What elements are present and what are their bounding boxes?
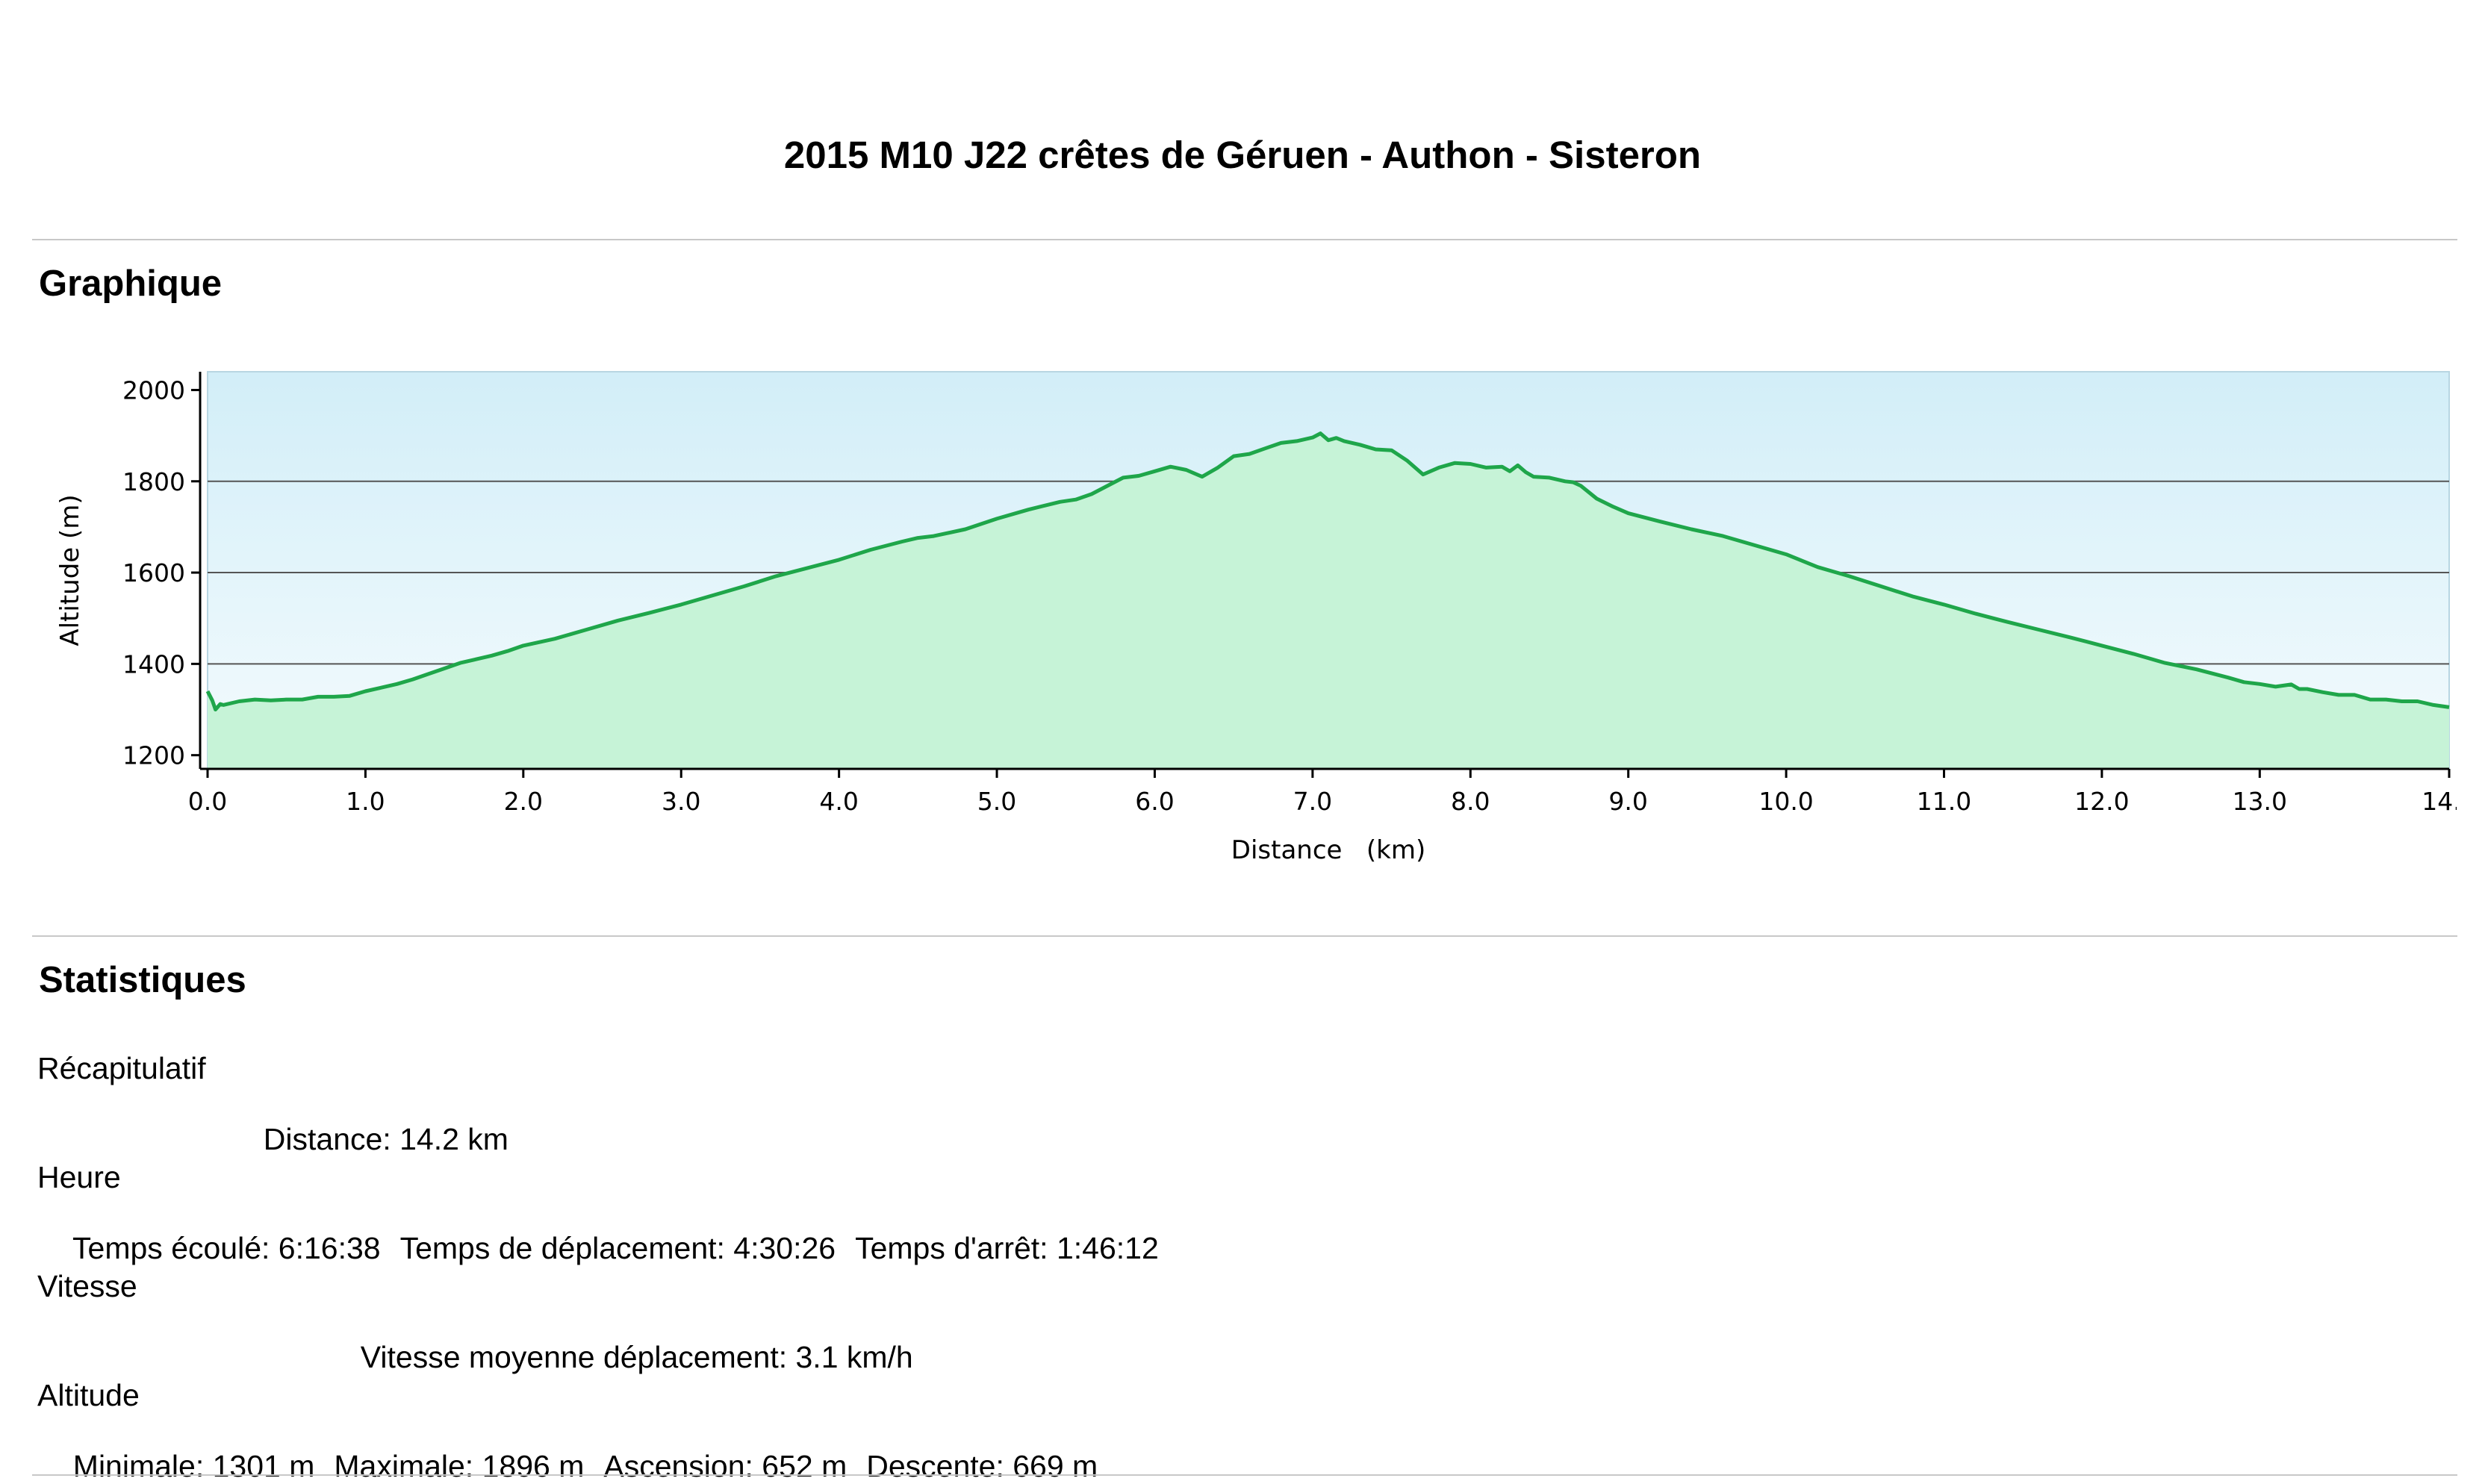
vitesse-row: Vitesse moyenne déplacement: 3.1 km/h: [343, 1305, 933, 1375]
altitude-descent: Descente: 669 m: [866, 1449, 1098, 1483]
y-tick-label: 1800: [122, 467, 185, 496]
x-tick-label: 8.0: [1451, 787, 1490, 816]
stats-heading: Statistiques: [39, 960, 246, 1000]
recap-row: Distance: 14.2 km: [246, 1087, 528, 1157]
altitude-label: Altitude: [37, 1378, 140, 1412]
x-tick-label: 14.2: [2422, 787, 2457, 816]
recap-label: Récapitulatif: [37, 1051, 206, 1085]
y-axis-label: Altitude (m): [55, 494, 85, 646]
y-tick-label: 2000: [122, 375, 185, 405]
altitude-max: Maximale: 1896 m: [334, 1449, 585, 1483]
graph-heading: Graphique: [39, 264, 223, 304]
x-tick-label: 1.0: [346, 787, 385, 816]
moving-time: Temps de déplacement: 4:30:26: [399, 1231, 836, 1265]
x-tick-label: 13.0: [2233, 787, 2287, 816]
altitude-row: Minimale: 1301 m Maximale: 1896 m Ascensio…: [56, 1414, 1117, 1484]
x-tick-label: 10.0: [1758, 787, 1813, 816]
heure-row: Temps écoulé: 6:16:38 Temps de déplacemen…: [56, 1196, 1178, 1266]
altitude-ascent: Ascension: 652 m: [603, 1449, 847, 1483]
avg-moving-speed: Vitesse moyenne déplacement: 3.1 km/h: [360, 1340, 913, 1374]
x-tick-label: 0.0: [188, 787, 227, 816]
stopped-time: Temps d'arrêt: 1:46:12: [855, 1231, 1159, 1265]
elevation-line: [205, 431, 2450, 711]
y-tick-label: 1200: [122, 741, 185, 770]
heure-label: Heure: [37, 1160, 121, 1194]
x-tick-label: 3.0: [662, 787, 700, 816]
x-tick-label: 4.0: [819, 787, 858, 816]
x-tick-label: 9.0: [1608, 787, 1647, 816]
elevation-area: [208, 433, 2449, 769]
divider: [32, 935, 2457, 937]
y-tick-label: 1400: [122, 649, 185, 679]
page-title: 2015 M10 J22 crêtes de Géruen - Authon -…: [783, 134, 1702, 176]
x-tick-label: 7.0: [1293, 787, 1332, 816]
altitude-min: Minimale: 1301 m: [72, 1449, 315, 1483]
vitesse-label: Vitesse: [37, 1269, 137, 1303]
divider: [32, 1474, 2457, 1476]
x-axis-label: Distance (km): [1231, 835, 1425, 865]
divider: [32, 239, 2457, 240]
x-tick-label: 5.0: [977, 787, 1016, 816]
x-tick-label: 12.0: [2074, 787, 2129, 816]
elapsed-time: Temps écoulé: 6:16:38: [72, 1231, 381, 1265]
distance-value: Distance: 14.2 km: [263, 1122, 508, 1156]
x-tick-label: 2.0: [504, 787, 543, 816]
y-tick-label: 1600: [122, 558, 185, 587]
x-tick-label: 6.0: [1135, 787, 1174, 816]
elevation-chart: 1200 1400 1600 1800 2000 0.0 1.0 2.0 3.0 4.0 5.0 6.…: [55, 371, 2457, 865]
x-tick-label: 11.0: [1917, 787, 1971, 816]
